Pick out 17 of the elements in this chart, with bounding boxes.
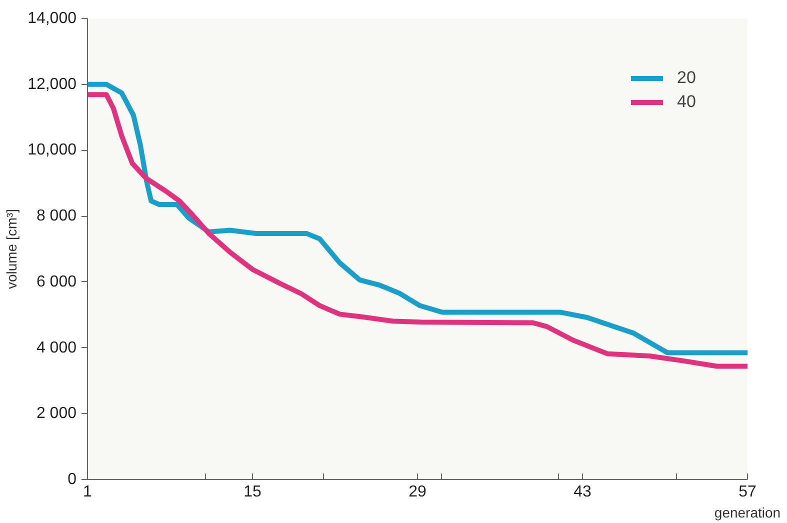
y-tick-label: 4 000: [36, 339, 77, 356]
x-axis-title: generation: [714, 504, 781, 520]
x-tick-label: 57: [738, 484, 756, 500]
y-tick-label: 0: [68, 471, 77, 488]
x-tick-label: 1: [83, 484, 92, 500]
legend-label: 20: [677, 68, 697, 88]
x-tick-label: 43: [574, 484, 592, 500]
y-tick-label: 8 000: [36, 208, 77, 225]
x-tick-label: 29: [408, 484, 426, 500]
y-tick-label: 14,000: [28, 10, 77, 27]
y-tick-label: 10,000: [28, 142, 77, 159]
y-tick-label: 12,000: [28, 76, 77, 93]
y-axis-title: volume [cm³]: [4, 208, 20, 290]
legend-label: 40: [677, 92, 697, 112]
y-tick-label: 2 000: [36, 405, 77, 422]
y-tick-label: 6 000: [36, 273, 77, 290]
x-tick-label: 15: [244, 484, 262, 500]
